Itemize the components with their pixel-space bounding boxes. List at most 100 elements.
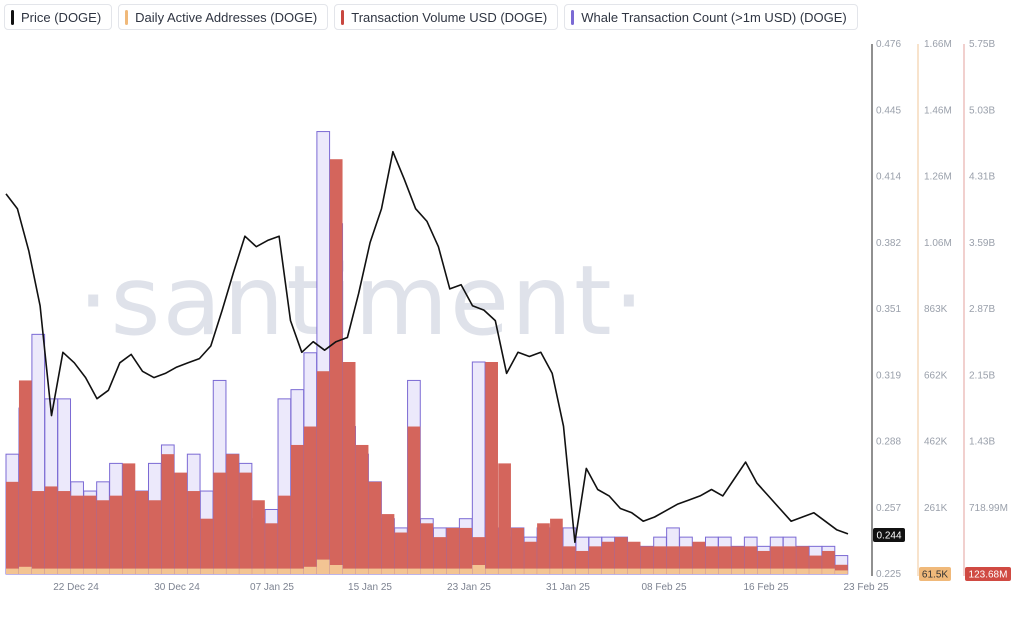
transaction-volume-bar [550,518,563,574]
daily-active-addresses-bar [770,568,783,574]
volume-axis-tick: 2.87B [969,304,995,315]
transaction-volume-bar [290,444,304,574]
transaction-volume-bar [407,426,421,574]
transaction-volume-bar [498,463,511,574]
transaction-volume-bar [122,463,136,574]
transaction-volume-bar [278,495,291,574]
x-axis-tick: 30 Dec 24 [154,582,200,593]
daily-active-addresses-bar [498,568,511,574]
transaction-volume-bar [83,495,97,574]
transaction-volume-bar [472,537,486,574]
daa-axis-tick: 863K [924,304,948,315]
legend-label-daily-active-addresses: Daily Active Addresses (DOGE) [135,9,318,25]
x-axis-tick: 23 Jan 25 [447,582,491,593]
x-axis-tick: 23 Feb 25 [843,582,888,593]
daily-active-addresses-bar [575,568,589,574]
daily-active-addresses-bar [161,568,175,574]
transaction-volume-bar [588,546,602,574]
daily-active-addresses-bar [135,568,149,574]
transaction-volume-bar [640,546,654,574]
daily-active-addresses-bar [731,568,745,574]
daily-active-addresses-bar [57,568,71,574]
daa-current-badge-value: 61.5K [922,570,948,581]
transaction-volume-bar [446,527,460,574]
daa-axis-tick: 1.46M [924,105,952,116]
daily-active-addresses-bar [316,559,330,574]
daily-active-addresses-bar [757,568,771,574]
transaction-volume-bar [44,486,58,574]
daily-active-addresses-bar [446,568,460,574]
santiment-watermark: ·santiment· [78,245,647,357]
daily-active-addresses-bar [537,568,550,574]
transaction-volume-bar [96,500,110,574]
volume-axis-tick: 5.03B [969,105,995,116]
transaction-volume-bar [459,527,473,574]
daily-active-addresses-bar [355,568,369,574]
legend-swatch-whale-transaction-count [571,9,575,25]
price-axis-tick: 0.351 [876,304,901,315]
transaction-volume-bar [355,444,369,574]
daily-active-addresses-bar [835,570,848,574]
transaction-volume-bar [718,546,732,574]
legend-item-price[interactable]: Price (DOGE) [4,4,113,30]
legend-item-transaction-volume[interactable]: Transaction Volume USD (DOGE) [334,4,559,30]
daily-active-addresses-bar [627,568,641,574]
legend-swatch-daily-active-addresses [125,9,129,25]
daily-active-addresses-bar [213,568,226,574]
transaction-volume-bar [524,541,537,574]
daily-active-addresses-bar [407,568,421,574]
transaction-volume-bar [485,362,498,574]
daily-active-addresses-bar [239,568,252,574]
legend-label-price: Price (DOGE) [21,9,102,25]
x-axis-tick: 08 Feb 25 [641,582,686,593]
x-axis-tick: 16 Feb 25 [743,582,788,593]
daily-active-addresses-bar [485,568,498,574]
transaction-volume-bar [563,546,576,574]
volume-axis-tick: 3.59B [969,238,995,249]
daily-active-addresses-bar [511,568,524,574]
price-axis-tick: 0.414 [876,172,901,183]
legend-item-daily-active-addresses[interactable]: Daily Active Addresses (DOGE) [118,4,329,30]
transaction-volume-bar [433,537,447,574]
transaction-volume-bar [420,523,434,574]
transaction-volume-bar [692,541,706,574]
transaction-volume-bar [239,472,252,574]
transaction-volume-bar [381,514,395,574]
transaction-volume-bar [705,546,719,574]
transaction-volume-bar [757,550,771,574]
daily-active-addresses-bar [122,568,136,574]
daily-active-addresses-bar [83,568,97,574]
transaction-volume-bar [57,491,71,574]
daily-active-addresses-bar [278,568,291,574]
daily-active-addresses-bar [459,568,473,574]
transaction-volume-bar [265,523,278,574]
transaction-volume-bar [394,532,408,574]
volume-current-badge-bg [965,567,1011,581]
daily-active-addresses-bar [265,568,278,574]
price-axis-tick: 0.225 [876,569,901,580]
daily-active-addresses-bar [148,568,162,574]
price-axis-tick: 0.288 [876,437,901,448]
daa-axis-tick: 261K [924,503,948,514]
daily-active-addresses-bar [226,568,239,574]
x-axis-tick: 31 Jan 25 [546,582,590,593]
daa-axis-tick: 462K [924,437,948,448]
transaction-volume-bar [627,541,641,574]
daa-axis-tick: 1.66M [924,39,952,50]
daily-active-addresses-bar [70,568,84,574]
legend-item-whale-transaction-count[interactable]: Whale Transaction Count (>1m USD) (DOGE) [564,4,858,30]
transaction-volume-bar [822,550,835,574]
price-current-badge: 0.244 [873,528,905,542]
daily-active-addresses-bar [796,568,809,574]
daily-active-addresses-bar [420,568,434,574]
legend-label-whale-transaction-count: Whale Transaction Count (>1m USD) (DOGE) [581,9,847,25]
x-axis-tick: 15 Jan 25 [348,582,392,593]
price-axis-tick: 0.476 [876,39,901,50]
legend-label-transaction-volume: Transaction Volume USD (DOGE) [351,9,548,25]
transaction-volume-bar [329,159,343,574]
daily-active-addresses-bar [342,568,356,574]
price-current-badge-value: 0.244 [876,531,901,542]
daily-active-addresses-bar [666,568,680,574]
price-axis-tick: 0.257 [876,503,901,514]
